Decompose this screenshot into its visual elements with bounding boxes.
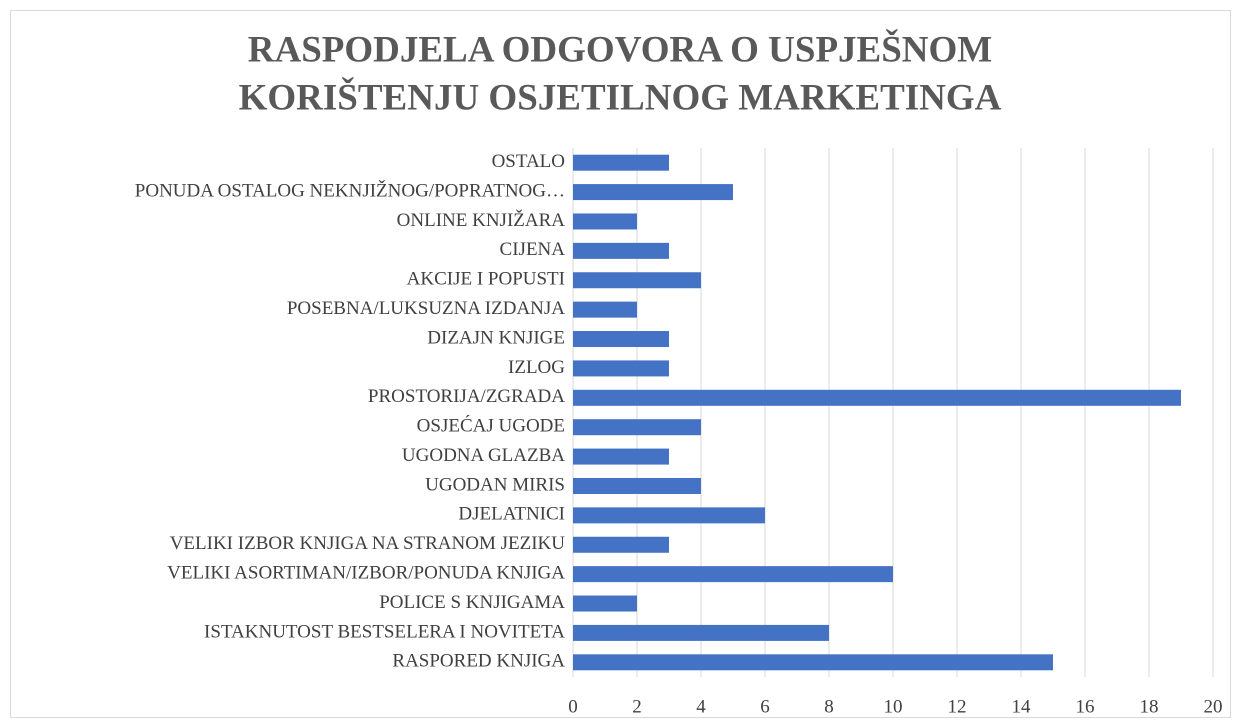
bar xyxy=(573,566,893,583)
y-tick-label: IZLOG xyxy=(508,357,565,378)
x-tick-label: 4 xyxy=(696,696,706,717)
y-tick-label: PROSTORIJA/ZGRADA xyxy=(368,386,565,407)
bar xyxy=(573,154,669,171)
y-tick-label: ONLINE KNJIŽARA xyxy=(397,209,566,231)
y-tick-label: OSJEĆAJ UGODE xyxy=(417,415,565,437)
y-tick-label: DIZAJN KNJIGE xyxy=(427,327,565,348)
y-tick-label: POLICE S KNJIGAMA xyxy=(379,592,565,613)
bar xyxy=(573,654,1053,671)
x-tick-label: 18 xyxy=(1140,696,1159,717)
y-tick-label: PONUDA OSTALOG NEKNJIŽNOG/POPRATNOG… xyxy=(135,179,565,201)
bar xyxy=(573,242,669,259)
bar xyxy=(573,624,829,641)
chart-title: RASPODJELA ODGOVORA O USPJEŠNOM xyxy=(248,27,992,70)
bar xyxy=(573,360,669,377)
x-tick-label: 16 xyxy=(1076,696,1095,717)
y-tick-label: UGODAN MIRIS xyxy=(425,474,565,495)
x-tick-label: 20 xyxy=(1204,696,1223,717)
y-tick-label: UGODNA GLAZBA xyxy=(402,445,565,466)
bar xyxy=(573,419,701,436)
y-tick-label: CIJENA xyxy=(500,239,566,260)
chart-title: KORIŠTENJU OSJETILNOG MARKETINGA xyxy=(239,75,1002,118)
y-tick-label: VELIKI ASORTIMAN/IZBOR/PONUDA KNJIGA xyxy=(167,562,565,583)
x-tick-label: 14 xyxy=(1012,696,1032,717)
bar xyxy=(573,507,765,524)
bar xyxy=(573,389,1181,406)
y-tick-label: POSEBNA/LUKSUZNA IZDANJA xyxy=(287,298,565,319)
x-tick-label: 6 xyxy=(760,696,770,717)
y-tick-label: DJELATNICI xyxy=(458,504,565,525)
x-tick-label: 0 xyxy=(568,696,578,717)
bar xyxy=(573,272,701,289)
bar xyxy=(573,331,669,348)
x-tick-label: 10 xyxy=(884,696,903,717)
bar xyxy=(573,477,701,494)
y-tick-label: AKCIJE I POPUSTI xyxy=(407,269,565,290)
bar xyxy=(573,536,669,553)
bar xyxy=(573,448,669,465)
y-tick-label: RASPORED KNJIGA xyxy=(392,651,565,672)
bar xyxy=(573,184,733,201)
y-tick-label: VELIKI IZBOR KNJIGA NA STRANOM JEZIKU xyxy=(170,533,566,554)
bar xyxy=(573,595,637,612)
x-tick-label: 2 xyxy=(632,696,642,717)
x-tick-label: 8 xyxy=(824,696,834,717)
x-tick-label: 12 xyxy=(948,696,967,717)
y-tick-label: OSTALO xyxy=(492,151,565,172)
bar xyxy=(573,301,637,318)
y-tick-label: ISTAKNUTOST BESTSELERA I NOVITETA xyxy=(204,621,565,642)
bar xyxy=(573,213,637,230)
